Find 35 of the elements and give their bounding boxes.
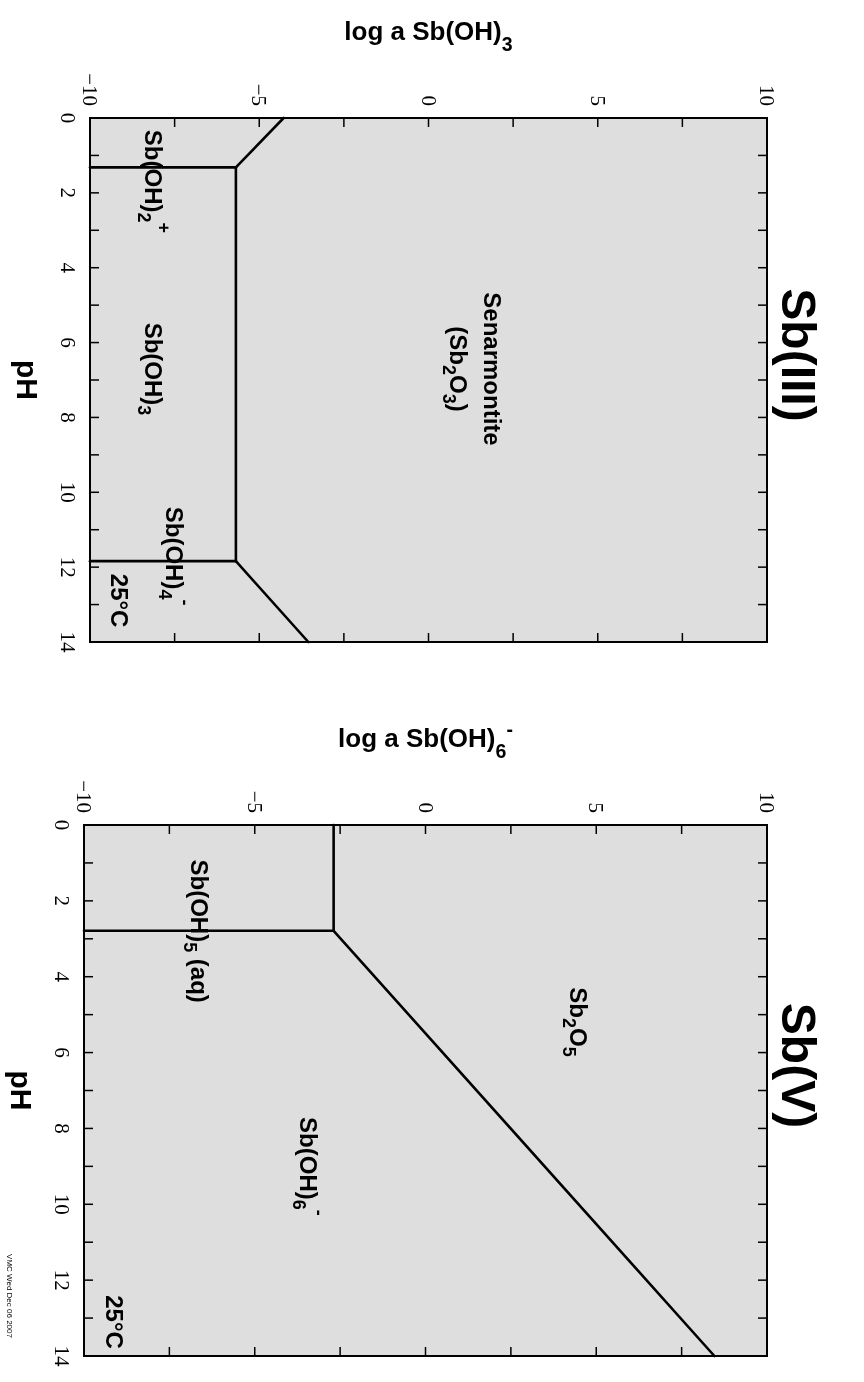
annotation: 25°C	[106, 573, 134, 628]
x-tick-label: −10	[78, 73, 102, 106]
y-tick-label: 12	[50, 1269, 74, 1291]
y-tick-label: 6	[56, 337, 80, 348]
y-tick-label: 2	[56, 187, 80, 199]
x-tick-label: 0	[413, 802, 438, 813]
y-tick-label: 10	[50, 1193, 74, 1215]
x-tick-label: 5	[584, 802, 609, 813]
x-tick-label: −10	[72, 780, 96, 813]
y-tick-label: 14	[56, 631, 80, 653]
x-tick-label: 5	[585, 95, 610, 106]
x-tick-label: 10	[755, 85, 779, 106]
y-tick-label: 4	[50, 971, 74, 983]
y-tick-label: 0	[50, 819, 74, 831]
x-axis-title: log a Sb(OH)$_{3}$	[344, 16, 513, 55]
x-tick-label: 10	[755, 792, 779, 813]
y-tick-label: 14	[50, 1345, 74, 1367]
y-axis-title: pH	[5, 1070, 39, 1111]
y-tick-label: 4	[56, 262, 80, 274]
y-tick-label: 10	[56, 481, 80, 503]
y-tick-label: 6	[50, 1047, 74, 1058]
y-axis-title: pH	[11, 360, 45, 400]
y-tick-label: 8	[56, 412, 80, 423]
y-tick-label: 8	[50, 1123, 74, 1134]
text: Sb(V)	[772, 1002, 826, 1129]
text: VMC Wed Dec 06 2007	[5, 1254, 15, 1339]
y-tick-label: 0	[56, 112, 80, 124]
text: Sb(III)	[772, 288, 826, 422]
y-tick-label: 2	[50, 895, 74, 907]
annotation: Senarmontite	[479, 292, 507, 446]
x-tick-label: −5	[242, 790, 267, 813]
x-tick-label: −5	[247, 83, 272, 106]
x-tick-label: 0	[416, 95, 441, 106]
annotation: 25°C	[101, 1295, 129, 1349]
y-tick-label: 12	[56, 556, 80, 578]
